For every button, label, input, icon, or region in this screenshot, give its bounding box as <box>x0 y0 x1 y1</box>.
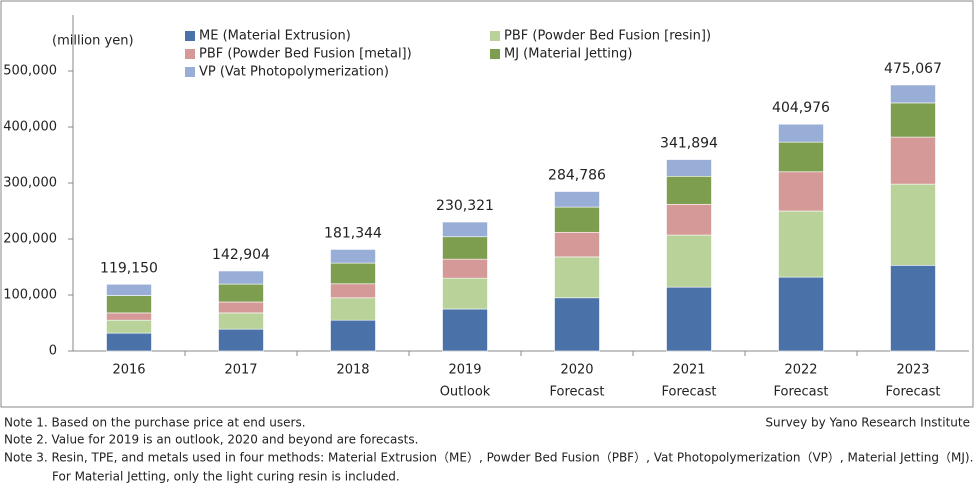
bar-segment <box>442 277 488 310</box>
chart-frame <box>0 0 974 408</box>
bar-segment <box>778 210 824 278</box>
legend-label: ME (Material Extrusion) <box>199 29 351 44</box>
bar-segment <box>778 123 824 143</box>
legend-swatch <box>185 31 195 41</box>
total-label: 181,344 <box>324 225 382 241</box>
bar-segment <box>442 308 488 352</box>
total-label: 404,976 <box>772 100 830 116</box>
bar-segment <box>778 141 824 173</box>
note: For Material Jetting, only the light cur… <box>52 470 400 484</box>
y-unit: (million yen) <box>52 34 134 49</box>
y-tick-label: 500,000 <box>3 64 57 79</box>
bar-segment <box>106 319 152 334</box>
note: Note 3. Resin, TPE, and metals used in f… <box>4 451 973 465</box>
note: Note 1. Based on the purchase price at e… <box>4 416 306 430</box>
x-tick-label: 2023 <box>896 363 929 378</box>
bar-segment <box>330 249 376 264</box>
legend-swatch <box>185 49 195 59</box>
bar-segment <box>442 258 488 279</box>
bar-segment <box>442 236 488 260</box>
bar-segment <box>106 295 152 314</box>
bar-segment <box>890 84 936 104</box>
x-tick-label: 2018 <box>336 363 369 378</box>
bar-segment <box>890 136 936 185</box>
bar-segment <box>778 276 824 352</box>
x-tick-sublabel: Forecast <box>549 385 604 400</box>
bar-segment <box>218 270 264 285</box>
x-tick-sublabel: Outlook <box>440 385 491 400</box>
bar-segment <box>330 283 376 299</box>
source: Survey by Yano Research Institute <box>765 416 970 430</box>
bar-segment <box>890 183 936 266</box>
bar-segment <box>554 231 600 258</box>
legend-label: PBF (Powder Bed Fusion [resin]) <box>504 29 711 44</box>
x-tick-label: 2016 <box>112 363 145 378</box>
y-tick-label: 0 <box>49 344 57 359</box>
bar-segment <box>778 171 824 212</box>
x-tick-sublabel: Forecast <box>661 385 716 400</box>
bar-segment <box>106 312 152 321</box>
total-label: 230,321 <box>436 198 494 214</box>
total-label: 284,786 <box>548 168 606 184</box>
bar-segment <box>442 221 488 238</box>
bar-segment <box>890 265 936 352</box>
note: Note 2. Value for 2019 is an outlook, 20… <box>4 433 418 447</box>
total-label: 475,067 <box>884 61 942 77</box>
bar-segment <box>666 175 712 205</box>
legend-label: MJ (Material Jetting) <box>504 47 632 62</box>
legend-swatch <box>490 49 500 59</box>
bar-segment <box>330 297 376 321</box>
bar-segment <box>330 262 376 285</box>
total-label: 142,904 <box>212 247 270 263</box>
x-tick-label: 2020 <box>560 363 593 378</box>
total-label: 119,150 <box>100 260 158 276</box>
x-tick-sublabel: Forecast <box>773 385 828 400</box>
bar-segment <box>554 297 600 352</box>
bar-segment <box>218 312 264 330</box>
bar-segment <box>890 102 936 138</box>
bar-segment <box>666 286 712 352</box>
x-tick-label: 2019 <box>448 363 481 378</box>
bar-segment <box>554 191 600 208</box>
bar-segment <box>218 301 264 314</box>
bar-segment <box>218 283 264 303</box>
y-tick-label: 300,000 <box>3 176 57 191</box>
x-tick-label: 2022 <box>784 363 817 378</box>
bar-segment <box>218 328 264 352</box>
legend-swatch <box>185 67 195 77</box>
legend-swatch <box>490 31 500 41</box>
total-label: 341,894 <box>660 136 718 152</box>
y-tick-label: 200,000 <box>3 232 57 247</box>
bar-segment <box>554 256 600 299</box>
x-tick-label: 2017 <box>224 363 257 378</box>
bar-segment <box>554 206 600 233</box>
x-tick-label: 2021 <box>672 363 705 378</box>
y-tick-label: 400,000 <box>3 120 57 135</box>
bar-segment <box>106 332 152 352</box>
bar-segment <box>666 159 712 177</box>
bar-segment <box>330 319 376 352</box>
bar-segment <box>666 203 712 236</box>
y-tick-label: 100,000 <box>3 288 57 303</box>
bar-segment <box>666 234 712 288</box>
legend-label: VP (Vat Photopolymerization) <box>199 65 389 80</box>
legend-label: PBF (Powder Bed Fusion [metal]) <box>199 47 412 62</box>
bar-segment <box>106 283 152 296</box>
x-tick-sublabel: Forecast <box>885 385 940 400</box>
